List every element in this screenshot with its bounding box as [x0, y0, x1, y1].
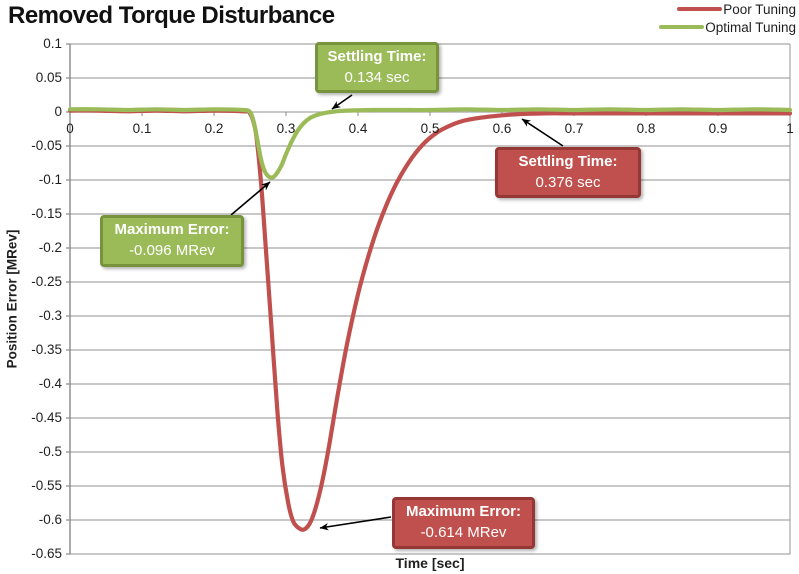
- poor-settling-arrow: [521, 118, 564, 147]
- y-tick-label: -0.35: [31, 342, 62, 357]
- optimal-settling-time-callout: Settling Time: 0.134 sec: [315, 42, 439, 93]
- optimal-max-error-arrow: [230, 181, 271, 216]
- poor-max-error-callout: Maximum Error: -0.614 MRev: [392, 497, 535, 549]
- x-tick-label: 0.2: [204, 121, 224, 136]
- x-tick-label: 0.6: [492, 121, 512, 136]
- callout-label: Settling Time:: [518, 153, 618, 170]
- chart-title: Removed Torque Disturbance: [8, 2, 335, 29]
- poor-max-error-arrow: [319, 516, 392, 531]
- y-tick-label: -0.1: [38, 172, 62, 187]
- y-tick-label: -0.6: [38, 512, 62, 527]
- x-tick-label: 0: [66, 121, 74, 136]
- x-tick-label: 0.3: [276, 121, 296, 136]
- callout-label: Settling Time:: [327, 48, 427, 65]
- callout-value: -0.096 MRev: [129, 242, 215, 260]
- poor-settling-time-callout: Settling Time: 0.376 sec: [495, 147, 641, 198]
- x-tick-label: 0.1: [132, 121, 152, 136]
- y-tick-label: 0: [54, 104, 62, 119]
- annotation-arrows: [230, 94, 564, 531]
- legend-item-optimal-tuning: Optimal Tuning: [659, 19, 796, 35]
- y-tick-label: -0.5: [38, 444, 62, 459]
- x-tick-label: 0.8: [636, 121, 656, 136]
- optimal-max-error-callout: Maximum Error: -0.096 MRev: [100, 215, 244, 267]
- x-tick-label: 0.7: [564, 121, 584, 136]
- callout-value: -0.614 MRev: [420, 524, 507, 542]
- y-tick-label: -0.65: [31, 546, 62, 561]
- gridlines: [70, 43, 791, 555]
- y-tick-label: -0.45: [31, 410, 62, 425]
- callout-label: Maximum Error:: [114, 221, 230, 238]
- callout-label: Maximum Error:: [405, 503, 522, 520]
- y-tick-label: 0.1: [43, 36, 62, 51]
- y-tick-label: -0.2: [38, 240, 62, 255]
- legend-label: Optimal Tuning: [705, 19, 796, 35]
- y-tick-label: -0.4: [38, 376, 62, 391]
- x-tick-label: 0.9: [708, 121, 728, 136]
- legend-item-poor-tuning: Poor Tuning: [659, 1, 796, 17]
- x-tick-label: 0.5: [420, 121, 440, 136]
- optimal-settling-arrow: [331, 94, 353, 110]
- legend-label: Poor Tuning: [723, 1, 796, 17]
- x-tick-label: 1: [786, 121, 794, 136]
- x-tick-label: 0.4: [348, 121, 368, 136]
- data-series: [67, 107, 793, 532]
- y-tick-label: -0.3: [38, 308, 62, 323]
- poor-tuning-line-swatch: [677, 7, 723, 11]
- y-tick-label: -0.55: [31, 478, 62, 493]
- callout-value: 0.376 sec: [535, 174, 601, 192]
- series-line-poor-tuning: [67, 108, 793, 532]
- y-tick-label: 0.05: [35, 70, 62, 85]
- legend: Poor Tuning Optimal Tuning: [659, 1, 796, 35]
- y-tick-label: -0.25: [31, 274, 62, 289]
- y-tick-label: -0.15: [31, 206, 62, 221]
- callout-value: 0.134 sec: [344, 69, 410, 87]
- x-axis-title: Time [sec]: [395, 555, 465, 571]
- series-line-optimal-tuning: [67, 107, 793, 180]
- optimal-tuning-line-swatch: [659, 25, 705, 29]
- y-tick-label: -0.05: [31, 138, 62, 153]
